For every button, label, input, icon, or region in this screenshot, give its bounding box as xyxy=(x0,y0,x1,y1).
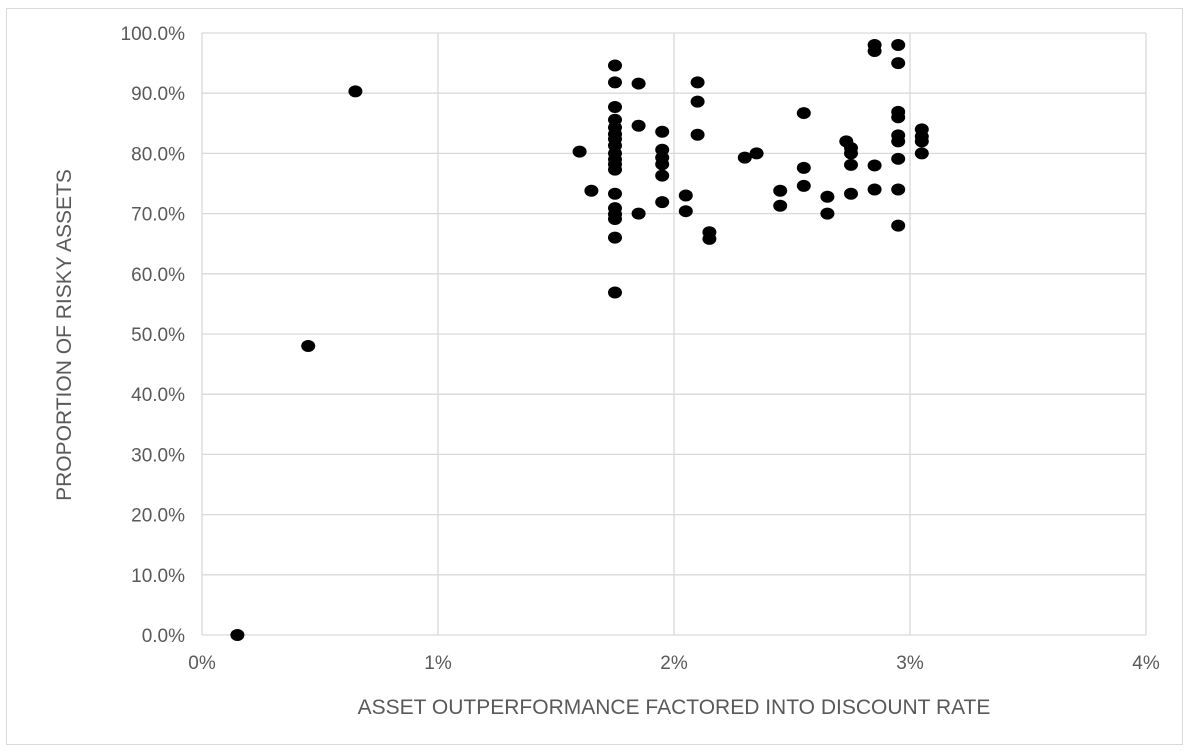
y-tick-label: 0.0% xyxy=(142,626,185,647)
data-point xyxy=(608,213,622,226)
data-point xyxy=(655,169,670,182)
data-point xyxy=(867,159,882,172)
y-tick-label: 90.0% xyxy=(131,84,185,105)
data-point xyxy=(348,85,363,98)
x-tick-label: 3% xyxy=(896,653,924,674)
chart-frame: 0.0% 10.0% 20.0% 30.0% 40.0% 50.0% 60.0% 70.0% 8… xyxy=(6,8,1183,745)
data-point xyxy=(690,76,705,89)
data-point xyxy=(608,286,622,299)
scatter-chart: 0.0% 10.0% 20.0% 30.0% 40.0% 50.0% 60.0% 70.0% 8… xyxy=(53,24,1160,719)
data-point xyxy=(678,205,693,218)
data-point xyxy=(655,158,670,171)
data-point xyxy=(608,59,622,72)
data-point xyxy=(796,161,811,174)
data-point xyxy=(796,179,811,192)
x-axis-tick-labels: 0% 1% 2% 3% 4% xyxy=(188,653,1160,674)
data-point xyxy=(572,145,587,158)
data-point xyxy=(608,231,622,244)
x-axis-title: ASSET OUTPERFORMANCE FACTORED INTO DISCO… xyxy=(358,696,991,719)
data-point xyxy=(608,163,622,176)
x-tick-label: 2% xyxy=(660,653,688,674)
data-point xyxy=(678,189,693,202)
data-point xyxy=(914,147,929,160)
data-point xyxy=(608,187,622,200)
data-point xyxy=(891,111,906,124)
data-points xyxy=(230,39,929,641)
data-point xyxy=(891,219,906,232)
data-point xyxy=(796,107,811,120)
x-tick-label: 4% xyxy=(1132,653,1160,674)
data-point xyxy=(301,340,316,353)
data-point xyxy=(844,147,858,160)
data-point xyxy=(891,135,906,148)
data-point xyxy=(749,147,764,160)
data-point xyxy=(867,183,882,196)
y-tick-label: 60.0% xyxy=(131,265,185,286)
data-point xyxy=(655,196,670,209)
y-tick-label: 100.0% xyxy=(121,24,186,45)
data-point xyxy=(631,119,646,132)
x-tick-label: 1% xyxy=(424,653,452,674)
y-tick-label: 70.0% xyxy=(131,205,185,226)
data-point xyxy=(690,128,705,141)
y-tick-label: 10.0% xyxy=(131,566,185,587)
y-tick-label: 80.0% xyxy=(131,144,185,165)
data-point xyxy=(655,125,670,138)
data-point xyxy=(608,101,622,114)
y-tick-label: 20.0% xyxy=(131,506,185,527)
data-point xyxy=(584,184,599,197)
data-point xyxy=(820,207,835,220)
y-axis-title: PROPORTION OF RISKY ASSETS xyxy=(53,169,76,501)
data-point xyxy=(773,199,788,212)
data-point xyxy=(631,207,646,220)
data-point xyxy=(891,39,906,52)
data-point xyxy=(608,76,622,89)
data-point xyxy=(891,183,906,196)
gridlines xyxy=(201,32,1147,636)
y-tick-label: 40.0% xyxy=(131,385,185,406)
x-tick-label: 0% xyxy=(188,653,216,674)
data-point xyxy=(737,151,752,164)
data-point xyxy=(891,57,906,70)
data-point xyxy=(631,77,646,90)
data-point xyxy=(867,45,882,58)
data-point xyxy=(844,187,858,200)
y-tick-label: 50.0% xyxy=(131,325,185,346)
y-axis-tick-labels: 0.0% 10.0% 20.0% 30.0% 40.0% 50.0% 60.0% 70.0% 8… xyxy=(121,24,186,647)
data-point xyxy=(820,190,835,203)
data-point xyxy=(914,135,929,148)
data-point xyxy=(844,158,858,171)
data-point xyxy=(773,184,788,197)
data-point xyxy=(230,629,245,641)
data-point xyxy=(702,232,717,245)
data-point xyxy=(690,95,705,108)
y-tick-label: 30.0% xyxy=(131,445,185,466)
data-point xyxy=(891,152,906,165)
